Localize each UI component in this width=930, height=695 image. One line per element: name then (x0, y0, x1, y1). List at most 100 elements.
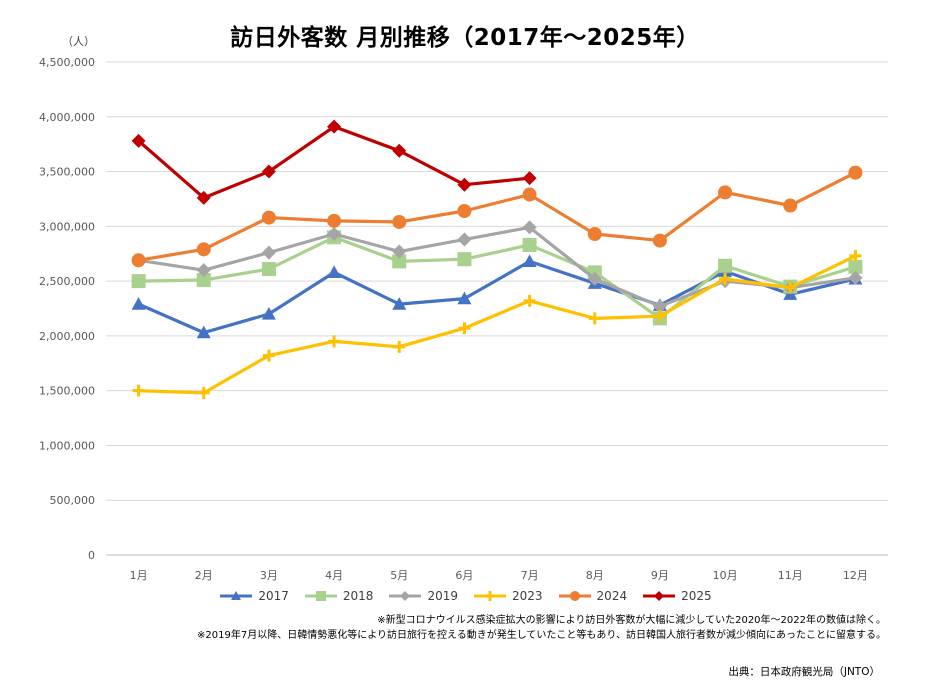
series-2023 (132, 249, 862, 399)
line-chart: 0 500,000 1,000,000 1,500,000 2,000,000 2,500… (39, 56, 888, 582)
data-point-2023 (458, 322, 471, 335)
chart-title: 訪日外客数 月別推移（2017年～2025年） (230, 25, 700, 51)
data-point-2019 (327, 227, 342, 242)
data-point-2019 (652, 299, 667, 314)
footnotes: ※新型コロナウイルス感染症拡大の影響により訪日外客数が大幅に減少していた2020… (197, 613, 886, 643)
data-point-2018 (457, 252, 472, 267)
data-point-2018 (196, 273, 211, 288)
y-tick-label: 2,500,000 (39, 275, 95, 288)
data-point-2019 (522, 220, 537, 235)
data-point-2024 (587, 227, 602, 242)
data-point-2019 (392, 244, 407, 259)
legend-item-2019: 2019 (387, 589, 458, 603)
data-point-2025 (522, 171, 537, 186)
data-point-2019 (587, 271, 602, 286)
data-point-2023 (328, 335, 341, 348)
series-2018 (131, 230, 863, 326)
data-point-2019 (848, 270, 863, 285)
series-line-2024 (136, 171, 858, 262)
data-point-2023 (849, 249, 862, 262)
y-tick-label: 4,000,000 (39, 111, 95, 124)
legend-item-2017: 2017 (218, 589, 289, 603)
data-point-2018 (261, 262, 276, 277)
y-axis-ticks: 0 500,000 1,000,000 1,500,000 2,000,000 2,500… (39, 56, 95, 562)
data-point-2017 (327, 265, 342, 278)
legend-swatch (220, 591, 253, 600)
series-line-2018 (136, 235, 858, 320)
x-tick-label: 6月 (455, 569, 473, 582)
legend-label: 2018 (342, 589, 374, 603)
y-tick-label: 0 (88, 549, 95, 562)
footnote-2: ※2019年7月以降、日韓情勢悪化等により訪日旅行を控える動きが発生していたこと… (197, 630, 886, 641)
data-point-2018 (392, 254, 407, 269)
data-point-2025 (392, 143, 407, 158)
legend-label: 2024 (596, 589, 628, 603)
legend: 2017 2018 2019 2023 2024 2025 (0, 589, 930, 603)
data-point-2018 (522, 237, 537, 252)
data-point-2024 (327, 213, 342, 228)
x-axis-ticks: 1月 2月 3月 4月 5月 6月 7月 8月 9月 10月 11月 12月 (130, 569, 868, 582)
data-point-2024 (522, 187, 537, 202)
data-point-2024 (196, 242, 211, 257)
data-point-2019 (457, 232, 472, 247)
series-line-2025 (136, 125, 532, 200)
data-point-2023 (262, 349, 275, 362)
data-point-2024 (848, 165, 863, 180)
series-2025 (131, 119, 537, 205)
legend-item-2023: 2023 (472, 589, 543, 603)
data-point-2025 (261, 164, 276, 179)
series-2019 (131, 220, 863, 314)
y-tick-label: 4,500,000 (39, 56, 95, 69)
data-point-2023 (719, 272, 732, 285)
x-tick-label: 2月 (195, 569, 213, 582)
data-point-2019 (196, 263, 211, 278)
legend-swatch (474, 591, 506, 601)
data-point-2023 (784, 281, 797, 294)
legend-swatch (558, 591, 591, 601)
series-2024 (131, 165, 863, 268)
data-point-2023 (393, 340, 406, 353)
x-tick-label: 10月 (713, 569, 738, 582)
data-point-2019 (261, 245, 276, 260)
data-point-2024 (652, 233, 667, 248)
x-tick-label: 5月 (390, 569, 408, 582)
data-point-2025 (327, 119, 342, 134)
data-point-2023 (132, 384, 145, 397)
legend-label: 2023 (512, 589, 543, 603)
footnote-1: ※新型コロナウイルス感染症拡大の影響により訪日外客数が大幅に減少していた2020… (377, 615, 886, 626)
y-tick-label: 3,500,000 (39, 166, 95, 179)
series-line-2017 (136, 259, 858, 335)
data-point-2024 (718, 185, 733, 200)
y-tick-label: 500,000 (50, 494, 96, 507)
data-point-2017 (131, 297, 146, 310)
x-tick-label: 3月 (260, 569, 278, 582)
data-point-2024 (131, 253, 146, 268)
x-tick-label: 8月 (586, 569, 604, 582)
x-tick-label: 7月 (521, 569, 539, 582)
x-tick-label: 1月 (130, 569, 148, 582)
data-point-2023 (523, 294, 536, 307)
y-tick-label: 1,000,000 (39, 439, 95, 452)
data-point-2024 (261, 210, 276, 225)
data-point-2017 (261, 306, 276, 320)
series-2017 (131, 254, 863, 339)
data-point-2025 (457, 177, 472, 192)
x-tick-label: 11月 (778, 569, 803, 582)
data-point-2017 (522, 254, 537, 267)
data-point-2018 (848, 259, 863, 274)
series-line-2023 (136, 254, 858, 395)
legend-item-2025: 2025 (641, 589, 712, 603)
y-axis-unit-label: （人） (62, 35, 95, 48)
y-tick-label: 3,000,000 (39, 220, 95, 233)
series-lines (131, 119, 863, 399)
data-point-2023 (653, 310, 666, 323)
data-point-2023 (588, 312, 601, 325)
y-tick-label: 2,000,000 (39, 330, 95, 343)
y-tick-label: 1,500,000 (39, 385, 95, 398)
data-point-2024 (783, 198, 798, 213)
legend-label: 2017 (258, 589, 289, 603)
data-point-2023 (197, 386, 210, 399)
data-point-2025 (196, 190, 211, 205)
data-point-2018 (718, 258, 733, 273)
legend-swatch (389, 591, 422, 601)
